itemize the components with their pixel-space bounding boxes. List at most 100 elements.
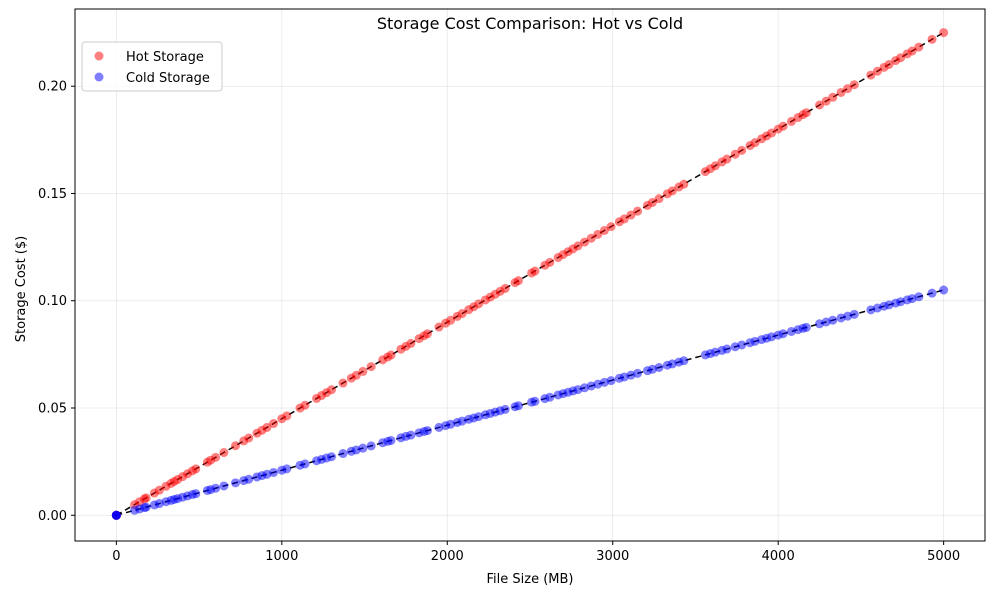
data-point-cold-storage (422, 426, 432, 436)
data-point-cold-storage (801, 322, 811, 332)
data-point-hot-storage (767, 128, 777, 138)
data-point-cold-storage (300, 459, 310, 469)
y-tick-label: 0.05 (38, 402, 67, 417)
data-point-cold-storage (633, 368, 643, 378)
data-point-cold-storage (282, 464, 292, 474)
x-tick-label: 1000 (265, 549, 298, 564)
legend-marker-cold-storage (94, 72, 104, 82)
data-point-hot-storage (244, 433, 254, 443)
data-point-hot-storage (366, 362, 376, 372)
data-point-hot-storage (545, 257, 555, 267)
data-point-hot-storage (406, 338, 416, 348)
data-point-hot-storage (843, 84, 853, 94)
data-point-cold-storage (927, 288, 937, 298)
data-point-cold-storage (141, 502, 151, 512)
data-point-hot-storage (593, 229, 603, 239)
y-tick-label: 0.00 (38, 509, 67, 524)
data-point-hot-storage (710, 161, 720, 171)
data-point-hot-storage (154, 485, 164, 495)
data-point-hot-storage (626, 210, 636, 220)
data-point-hot-storage (282, 411, 292, 421)
data-point-cold-storage (654, 362, 664, 372)
x-tick-label: 3000 (596, 549, 629, 564)
data-point-hot-storage (211, 452, 221, 462)
data-point-hot-storage (927, 34, 937, 44)
data-point-hot-storage (801, 108, 811, 118)
data-point-hot-storage (338, 378, 348, 388)
data-point-cold-storage (230, 478, 240, 488)
data-point-hot-storage (513, 276, 523, 286)
data-point-cold-storage (358, 443, 368, 453)
data-point-hot-storage (896, 53, 906, 63)
data-point-hot-storage (815, 100, 825, 110)
data-point-cold-storage (219, 481, 229, 491)
data-point-hot-storage (351, 370, 361, 380)
y-tick-label: 0.20 (38, 80, 67, 95)
y-tick-label: 0.15 (38, 187, 67, 202)
data-point-cold-storage (366, 441, 376, 451)
data-point-hot-storage (191, 464, 201, 474)
x-tick-label: 4000 (762, 549, 795, 564)
grid-lines (75, 9, 985, 541)
data-point-hot-storage (230, 441, 240, 451)
x-axis-label: File Size (MB) (487, 572, 574, 587)
data-point-hot-storage (619, 214, 629, 224)
data-point-hot-storage (580, 237, 590, 247)
data-point-hot-storage (884, 59, 894, 69)
data-point-hot-storage (750, 138, 760, 148)
data-points (111, 28, 949, 520)
data-point-hot-storage (457, 309, 467, 319)
legend: Hot Storage Cold Storage (81, 41, 223, 92)
data-point-hot-storage (786, 116, 796, 126)
data-point-cold-storage (269, 467, 279, 477)
data-point-cold-storage (191, 489, 201, 499)
data-point-hot-storage (821, 96, 831, 106)
data-point-cold-storage (914, 292, 924, 302)
data-point-cold-storage (778, 329, 788, 339)
y-axis-label: Storage Cost ($) (14, 236, 29, 342)
plot-frame (74, 8, 986, 542)
data-point-cold-storage (406, 430, 416, 440)
data-point-hot-storage (667, 186, 677, 196)
data-point-hot-storage (939, 28, 949, 38)
chart-title: Storage Cost Comparison: Hot vs Cold (377, 14, 683, 33)
data-point-cold-storage (513, 401, 523, 411)
data-point-hot-storage (358, 366, 368, 376)
data-point-hot-storage (141, 493, 151, 503)
x-tick-label: 2000 (431, 549, 464, 564)
data-point-hot-storage (730, 149, 740, 159)
data-point-hot-storage (326, 385, 336, 395)
series-cold-storage (111, 285, 949, 520)
data-point-cold-storage (338, 449, 348, 459)
data-point-hot-storage (647, 197, 657, 207)
data-point-hot-storage (679, 179, 689, 189)
data-point-hot-storage (737, 145, 747, 155)
legend-marker-hot-storage (94, 51, 104, 61)
data-point-cold-storage (679, 356, 689, 366)
data-point-cold-storage (606, 376, 616, 386)
data-point-hot-storage (778, 121, 788, 131)
data-point-hot-storage (262, 422, 272, 432)
data-point-hot-storage (722, 154, 732, 164)
data-point-hot-storage (219, 448, 229, 458)
data-point-cold-storage (111, 510, 121, 520)
data-point-hot-storage (386, 350, 396, 360)
data-point-hot-storage (599, 225, 609, 235)
data-point-cold-storage (828, 315, 838, 325)
x-tick-label: 5000 (927, 549, 960, 564)
data-point-hot-storage (300, 400, 310, 410)
data-point-cold-storage (386, 435, 396, 445)
x-tick-label: 0 (112, 549, 120, 564)
y-tick-label: 0.10 (38, 294, 67, 309)
data-point-hot-storage (836, 87, 846, 97)
legend-box (81, 41, 223, 92)
data-point-hot-storage (422, 329, 432, 339)
data-point-hot-storage (586, 233, 596, 243)
data-point-hot-storage (654, 194, 664, 204)
data-point-hot-storage (907, 46, 917, 56)
data-point-hot-storage (828, 92, 838, 102)
data-point-cold-storage (737, 340, 747, 350)
data-point-cold-storage (722, 344, 732, 354)
data-point-cold-storage (211, 483, 221, 493)
